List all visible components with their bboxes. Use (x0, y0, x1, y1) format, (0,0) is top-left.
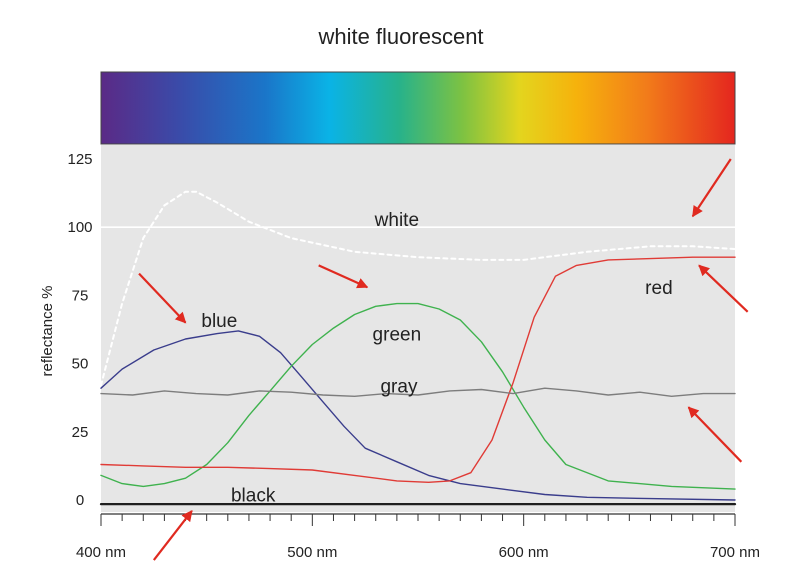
x-tick-label-500: 500 nm (287, 544, 337, 561)
series-gray-line (100, 387, 736, 397)
arrow-white (691, 158, 732, 218)
y-tick-label-75: 75 (72, 287, 89, 304)
x-tick-label-600: 600 nm (499, 544, 549, 561)
curve-labels: white blue green gray red black (201, 210, 672, 507)
chart-title: white fluorescent (317, 24, 483, 49)
series-blue-line (100, 330, 736, 501)
annotation-arrows (138, 158, 749, 561)
y-tick-label-0: 0 (76, 492, 84, 509)
series-group (99, 190, 737, 506)
arrow-red (698, 264, 749, 313)
x-axis: 400 nm 500 nm 600 nm 700 nm (76, 513, 760, 561)
y-tick-label-100: 100 (67, 219, 92, 236)
y-axis-label: reflectance % (39, 286, 56, 377)
arrow-blue (138, 272, 187, 324)
x-tick-label-400: 400 nm (76, 544, 126, 561)
series-white-line (100, 190, 736, 387)
plot-area (101, 145, 735, 512)
label-black: black (231, 486, 276, 507)
series-green-line (100, 302, 736, 490)
y-axis: 0 25 50 75 100 125 (67, 151, 92, 509)
series-red-line (100, 256, 736, 483)
label-green: green (373, 325, 422, 346)
label-red: red (645, 278, 672, 299)
x-tick-label-700: 700 nm (710, 544, 760, 561)
arrow-gray (687, 406, 743, 463)
color-spectrum-bar (100, 71, 736, 145)
label-blue: blue (201, 311, 237, 332)
label-gray: gray (380, 376, 417, 397)
arrow-black (152, 510, 193, 561)
y-tick-label-125: 125 (67, 151, 92, 168)
arrow-green (318, 264, 369, 289)
y-tick-label-25: 25 (72, 424, 89, 441)
label-white: white (374, 210, 419, 231)
y-tick-label-50: 50 (72, 356, 89, 373)
